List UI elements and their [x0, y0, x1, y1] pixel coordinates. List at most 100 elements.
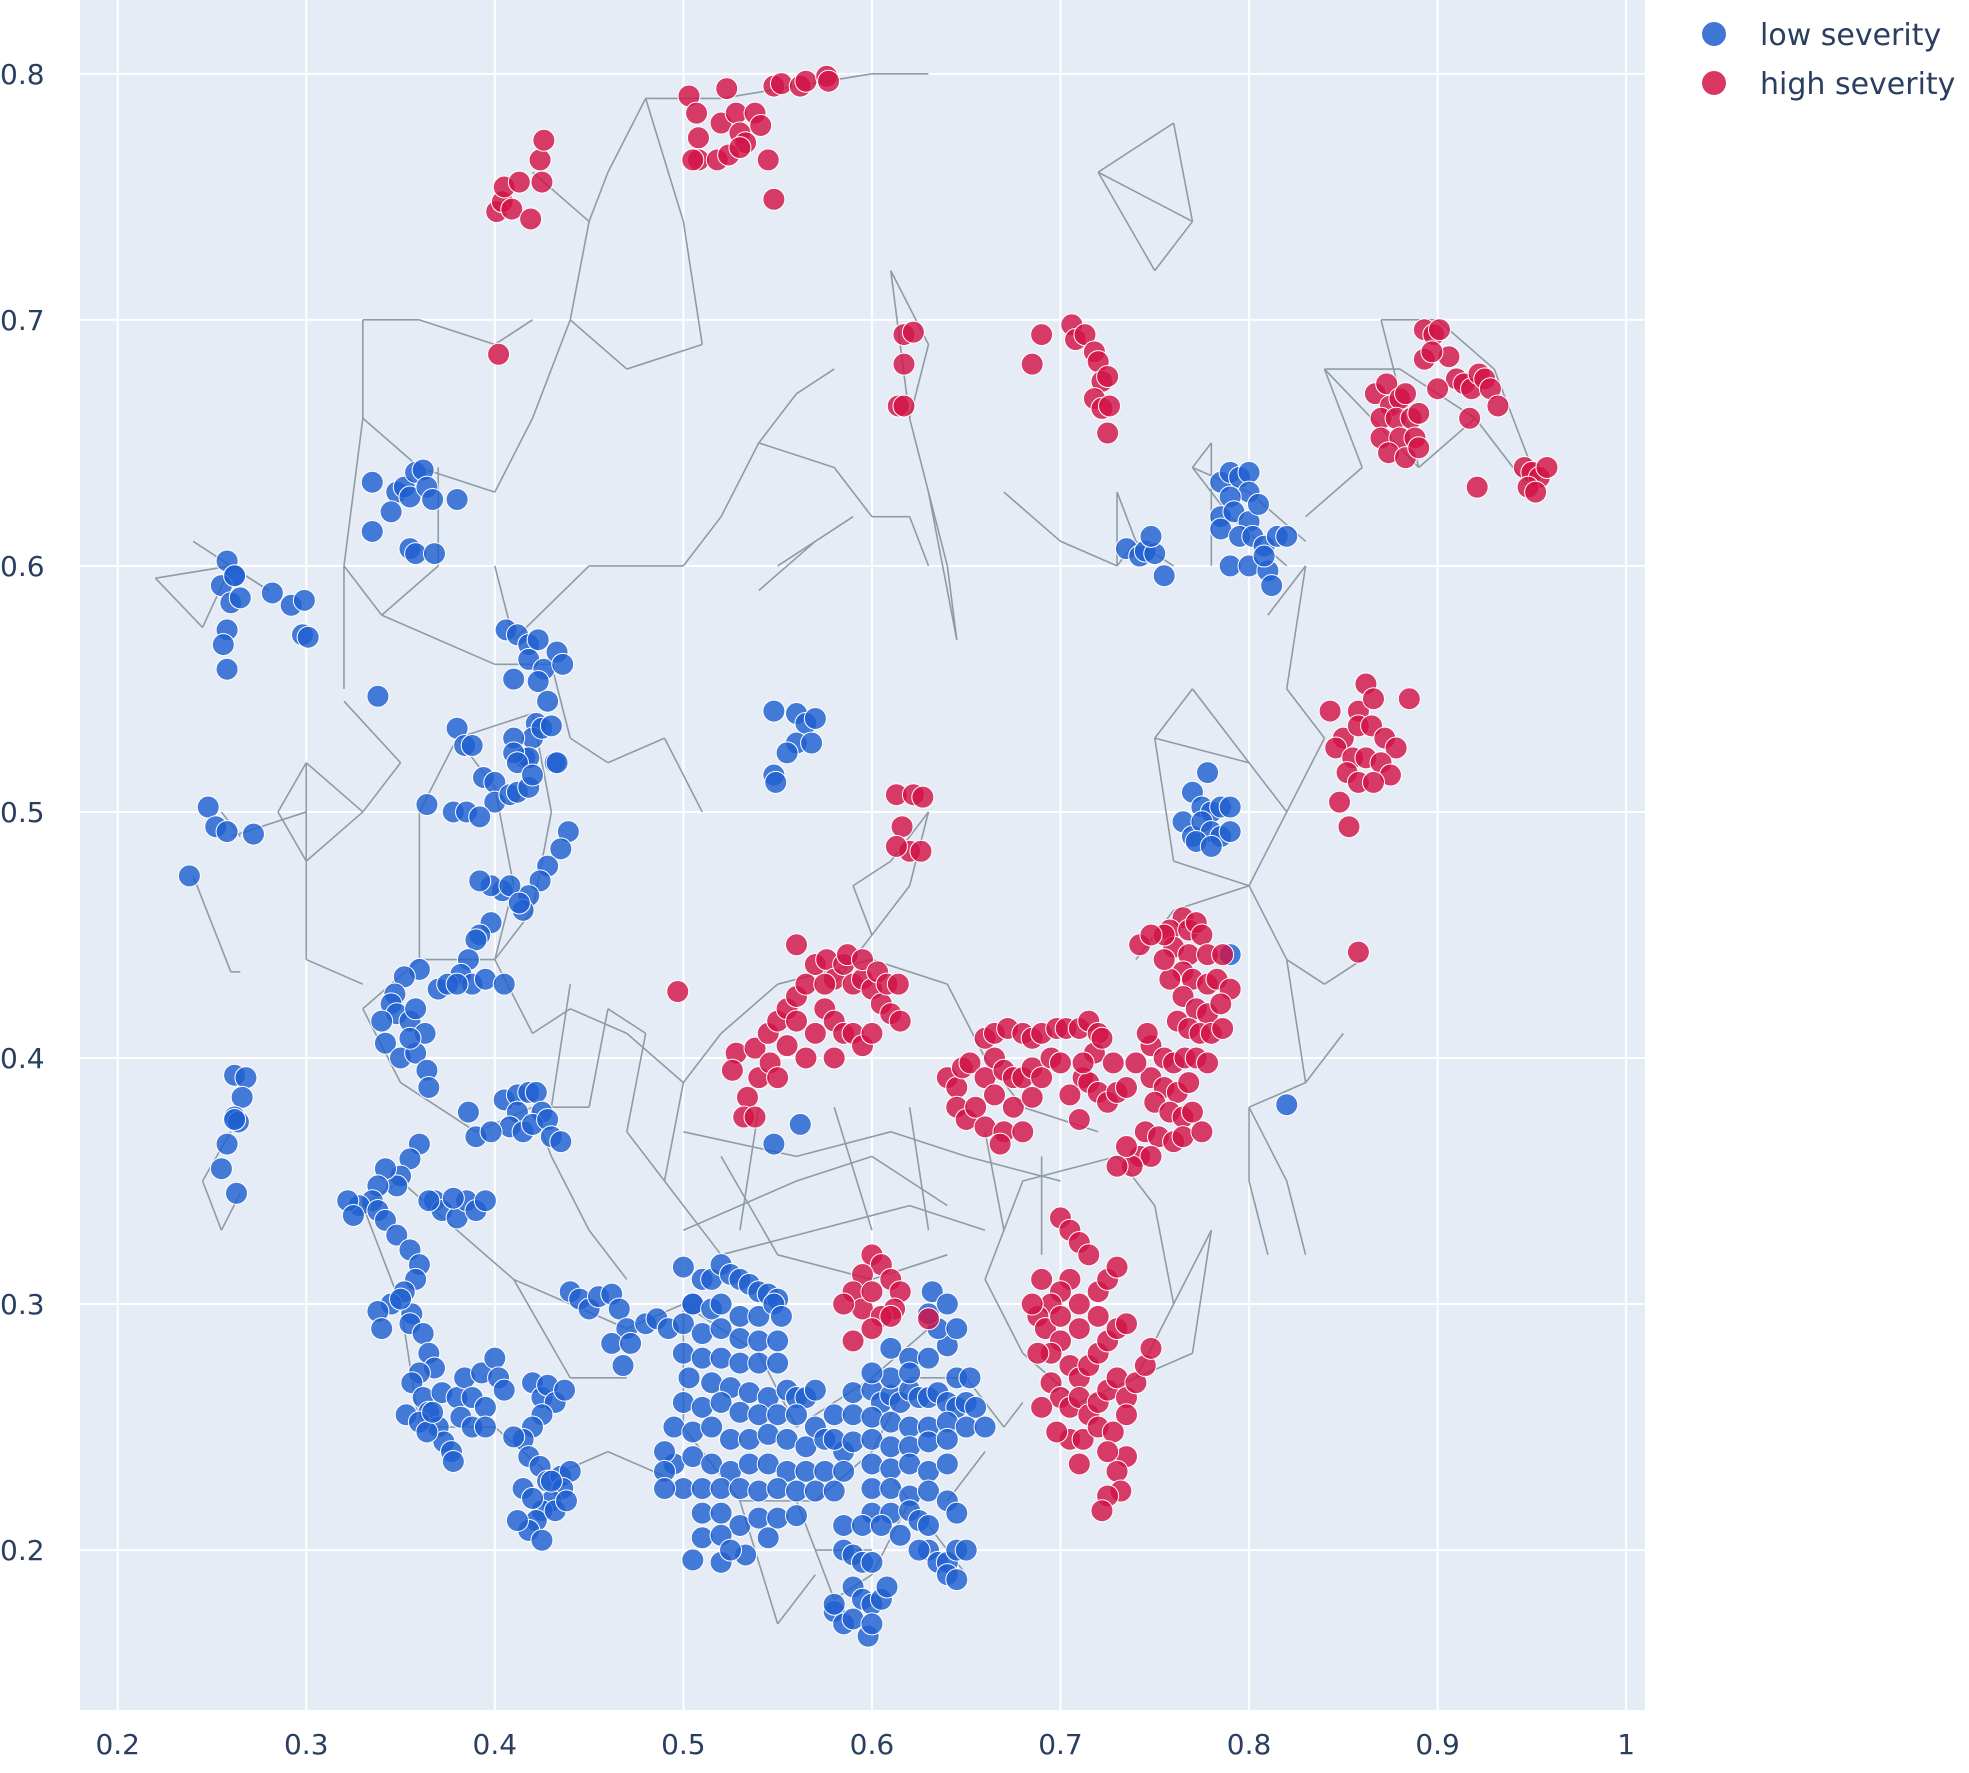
point-high-severity[interactable]	[916, 1307, 940, 1331]
point-low-severity[interactable]	[415, 1420, 439, 1444]
point-low-severity[interactable]	[524, 1080, 548, 1104]
point-low-severity[interactable]	[228, 586, 252, 610]
point-low-severity[interactable]	[1199, 834, 1223, 858]
point-high-severity[interactable]	[1190, 1120, 1214, 1144]
point-low-severity[interactable]	[935, 1452, 959, 1476]
point-low-severity[interactable]	[370, 1317, 394, 1341]
point-high-severity[interactable]	[1361, 687, 1385, 711]
point-low-severity[interactable]	[521, 1486, 545, 1510]
point-high-severity[interactable]	[762, 187, 786, 211]
point-high-severity[interactable]	[1337, 815, 1361, 839]
point-high-severity[interactable]	[1465, 475, 1489, 499]
point-low-severity[interactable]	[1260, 574, 1284, 598]
point-high-severity[interactable]	[681, 148, 705, 172]
point-low-severity[interactable]	[502, 1425, 526, 1449]
point-high-severity[interactable]	[964, 1095, 988, 1119]
point-high-severity[interactable]	[1033, 1317, 1057, 1341]
point-low-severity[interactable]	[916, 1513, 940, 1537]
point-high-severity[interactable]	[686, 126, 710, 150]
point-high-severity[interactable]	[1124, 1051, 1148, 1075]
point-high-severity[interactable]	[1001, 1095, 1025, 1119]
point-high-severity[interactable]	[1180, 1100, 1204, 1124]
point-high-severity[interactable]	[735, 1085, 759, 1109]
point-high-severity[interactable]	[901, 320, 925, 344]
point-low-severity[interactable]	[945, 1568, 969, 1592]
point-low-severity[interactable]	[822, 1592, 846, 1616]
point-high-severity[interactable]	[1077, 1243, 1101, 1267]
point-high-severity[interactable]	[803, 1021, 827, 1045]
point-high-severity[interactable]	[841, 1329, 865, 1353]
point-high-severity[interactable]	[1026, 1341, 1050, 1365]
point-high-severity[interactable]	[715, 77, 739, 101]
point-low-severity[interactable]	[916, 1479, 940, 1503]
point-low-severity[interactable]	[700, 1415, 724, 1439]
point-high-severity[interactable]	[1105, 1154, 1129, 1178]
point-low-severity[interactable]	[803, 1378, 827, 1402]
point-low-severity[interactable]	[888, 1523, 912, 1547]
point-low-severity[interactable]	[223, 1107, 247, 1131]
point-high-severity[interactable]	[1211, 943, 1235, 967]
point-high-severity[interactable]	[766, 1066, 790, 1090]
point-high-severity[interactable]	[519, 207, 543, 231]
point-low-severity[interactable]	[398, 1026, 422, 1050]
point-high-severity[interactable]	[1090, 1499, 1114, 1523]
point-low-severity[interactable]	[370, 1009, 394, 1033]
point-high-severity[interactable]	[528, 148, 552, 172]
point-high-severity[interactable]	[817, 69, 841, 93]
point-low-severity[interactable]	[549, 1130, 573, 1154]
point-high-severity[interactable]	[500, 197, 524, 221]
point-high-severity[interactable]	[743, 1105, 767, 1129]
point-high-severity[interactable]	[1067, 1107, 1091, 1131]
point-low-severity[interactable]	[611, 1354, 635, 1378]
point-high-severity[interactable]	[911, 785, 935, 809]
point-high-severity[interactable]	[1361, 770, 1385, 794]
point-high-severity[interactable]	[1020, 352, 1044, 376]
point-low-severity[interactable]	[762, 699, 786, 723]
point-low-severity[interactable]	[677, 1366, 701, 1390]
point-low-severity[interactable]	[539, 1469, 563, 1493]
point-low-severity[interactable]	[536, 689, 560, 713]
point-high-severity[interactable]	[1067, 1292, 1091, 1316]
point-low-severity[interactable]	[860, 1550, 884, 1574]
point-high-severity[interactable]	[1135, 1021, 1159, 1045]
point-high-severity[interactable]	[988, 1132, 1012, 1156]
point-low-severity[interactable]	[441, 1186, 465, 1210]
point-high-severity[interactable]	[532, 128, 556, 152]
point-high-severity[interactable]	[813, 972, 837, 996]
point-low-severity[interactable]	[545, 751, 569, 775]
point-high-severity[interactable]	[879, 1304, 903, 1328]
point-high-severity[interactable]	[860, 1317, 884, 1341]
point-high-severity[interactable]	[1114, 1403, 1138, 1427]
point-low-severity[interactable]	[860, 1612, 884, 1636]
point-low-severity[interactable]	[492, 972, 516, 996]
point-low-severity[interactable]	[223, 564, 247, 588]
point-low-severity[interactable]	[935, 1292, 959, 1316]
point-high-severity[interactable]	[1058, 1083, 1082, 1107]
point-high-severity[interactable]	[945, 1076, 969, 1100]
point-high-severity[interactable]	[1420, 340, 1444, 364]
point-low-severity[interactable]	[411, 1322, 435, 1346]
point-high-severity[interactable]	[1535, 455, 1559, 479]
point-low-severity[interactable]	[764, 770, 788, 794]
point-high-severity[interactable]	[1397, 687, 1421, 711]
point-high-severity[interactable]	[775, 1034, 799, 1058]
point-low-severity[interactable]	[920, 1280, 944, 1304]
point-low-severity[interactable]	[479, 1120, 503, 1144]
point-low-severity[interactable]	[788, 1112, 812, 1136]
point-low-severity[interactable]	[916, 1346, 940, 1370]
point-high-severity[interactable]	[1011, 1120, 1035, 1144]
point-low-severity[interactable]	[549, 837, 573, 861]
point-high-severity[interactable]	[1096, 421, 1120, 445]
point-low-severity[interactable]	[260, 581, 284, 605]
point-low-severity[interactable]	[1246, 492, 1270, 516]
point-low-severity[interactable]	[860, 1361, 884, 1385]
point-high-severity[interactable]	[749, 113, 773, 137]
point-low-severity[interactable]	[879, 1336, 903, 1360]
point-low-severity[interactable]	[775, 741, 799, 765]
point-high-severity[interactable]	[1318, 699, 1342, 723]
point-low-severity[interactable]	[709, 1501, 733, 1525]
point-high-severity[interactable]	[1114, 1312, 1138, 1336]
point-high-severity[interactable]	[1407, 401, 1431, 425]
point-low-severity[interactable]	[785, 1403, 809, 1427]
point-high-severity[interactable]	[888, 1009, 912, 1033]
